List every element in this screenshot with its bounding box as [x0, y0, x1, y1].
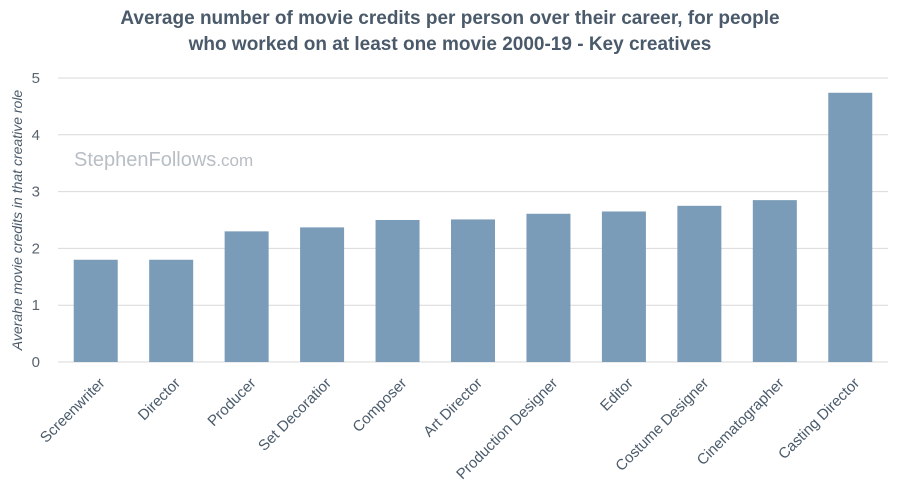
- bar: [752, 200, 797, 362]
- y-tick-label: 5: [32, 70, 40, 87]
- x-tick-label: Casting Director: [775, 375, 863, 463]
- chart-title: Average number of movie credits per pers…: [0, 6, 900, 58]
- y-tick-label: 3: [32, 184, 40, 201]
- watermark: StephenFollows.com: [74, 149, 253, 171]
- bar: [451, 219, 495, 362]
- x-tick-label: Editor: [597, 375, 637, 415]
- bar: [73, 259, 118, 362]
- x-tick-label: Composer: [349, 375, 410, 436]
- bar: [828, 92, 873, 362]
- watermark-suffix: .com: [216, 151, 253, 170]
- y-axis-ticks: 0 1 2 3 4 5: [32, 70, 40, 371]
- bar: [601, 211, 646, 362]
- y-tick-label: 4: [32, 127, 40, 144]
- x-tick-label: Art Director: [420, 375, 486, 441]
- x-tick-label: Producer: [204, 375, 259, 430]
- chart-title-line-2: who worked on at least one movie 2000-19…: [188, 34, 712, 55]
- bar: [149, 259, 194, 362]
- y-tick-label: 1: [32, 297, 40, 314]
- x-tick-label: Director: [135, 375, 184, 424]
- y-axis-label: Averahe movie credits in that creative r…: [9, 90, 25, 352]
- bar: [300, 227, 345, 362]
- bar: [526, 213, 571, 362]
- bars: [73, 92, 873, 362]
- watermark-main: StephenFollows: [74, 149, 216, 171]
- bar: [677, 205, 722, 362]
- x-tick-label: Set Decoratior: [255, 375, 335, 455]
- y-tick-label: 2: [32, 240, 40, 257]
- chart-title-line-1: Average number of movie credits per pers…: [120, 8, 780, 29]
- bar: [224, 231, 269, 362]
- x-tick-label: Screenwriter: [37, 375, 109, 447]
- bar: [375, 220, 420, 362]
- y-tick-label: 0: [32, 354, 40, 371]
